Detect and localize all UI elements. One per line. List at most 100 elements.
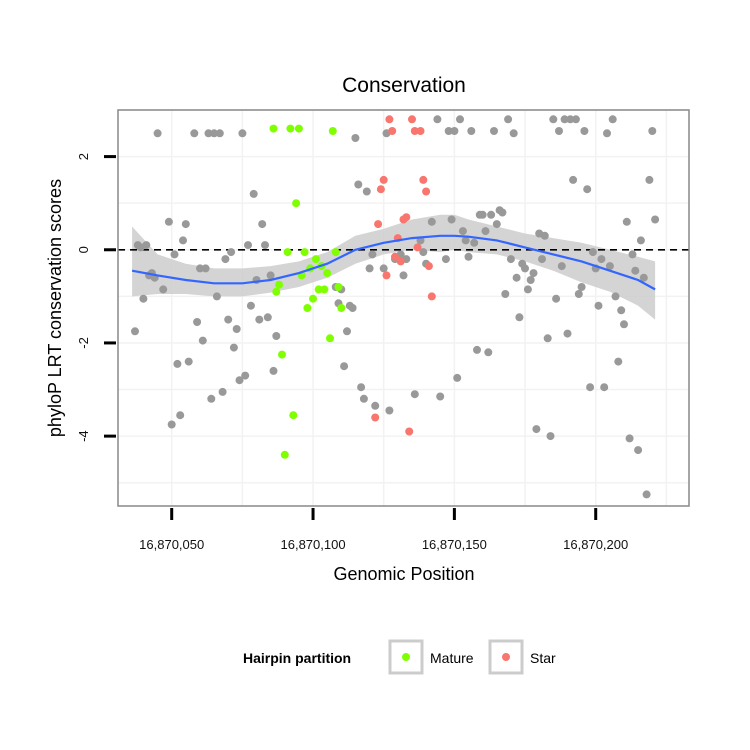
data-point-other xyxy=(473,345,481,354)
data-point-other xyxy=(651,215,660,224)
data-point-mature xyxy=(275,280,284,289)
data-point-mature xyxy=(337,304,346,312)
data-point-other xyxy=(131,327,139,336)
smooth-confidence-ribbon xyxy=(132,214,656,320)
data-point-other xyxy=(232,325,241,333)
data-point-other xyxy=(467,127,476,135)
data-point-other xyxy=(255,315,264,324)
data-point-other xyxy=(546,432,555,441)
data-point-other xyxy=(549,115,558,124)
data-point-other xyxy=(170,250,179,259)
data-point-other xyxy=(249,189,258,198)
data-point-other xyxy=(266,271,275,280)
data-point-mature xyxy=(303,304,312,312)
data-point-other xyxy=(142,241,151,250)
data-point-other xyxy=(608,115,617,124)
data-point-other xyxy=(227,248,236,257)
data-point-mature xyxy=(300,248,309,257)
data-point-other xyxy=(450,127,459,135)
data-point-other xyxy=(362,187,371,196)
data-point-other xyxy=(359,394,368,403)
data-point-other xyxy=(215,129,224,138)
data-point-other xyxy=(580,127,589,135)
legend-title: Hairpin partition xyxy=(243,650,351,666)
data-point-other xyxy=(532,425,541,434)
data-point-other xyxy=(365,264,374,273)
data-point-other xyxy=(159,285,168,294)
data-point-other xyxy=(176,411,185,420)
data-point-other xyxy=(571,115,580,124)
x-tick-label: 16,870,050 xyxy=(139,537,204,552)
data-point-other xyxy=(583,185,592,194)
data-point-other xyxy=(201,264,210,273)
data-point-other xyxy=(552,294,561,303)
data-point-other xyxy=(600,383,609,392)
data-point-other xyxy=(639,273,648,282)
data-point-star xyxy=(388,127,397,135)
scatter-points xyxy=(131,115,660,499)
data-point-other xyxy=(622,217,631,226)
legend: Hairpin partition Mature Star xyxy=(243,639,556,675)
data-point-other xyxy=(379,264,388,273)
data-point-other xyxy=(447,215,456,224)
data-point-mature xyxy=(283,248,292,257)
x-tick-label: 16,870,100 xyxy=(281,537,346,552)
data-point-mature xyxy=(334,283,343,291)
data-point-star xyxy=(427,292,436,301)
data-point-other xyxy=(235,376,244,385)
data-point-other xyxy=(218,387,227,396)
y-tick-label: 0 xyxy=(76,246,91,253)
data-point-other xyxy=(614,357,623,366)
data-point-other xyxy=(563,329,572,338)
data-point-other xyxy=(244,241,252,250)
data-point-other xyxy=(167,420,176,429)
data-point-other xyxy=(343,327,351,336)
y-axis: 2 0 -2 -4 xyxy=(76,153,116,442)
data-point-star xyxy=(402,213,411,222)
data-point-mature xyxy=(326,334,334,343)
data-point-mature xyxy=(309,294,317,303)
data-point-mature xyxy=(269,124,278,133)
data-point-other xyxy=(523,285,532,294)
plot-border xyxy=(117,109,690,507)
data-point-other xyxy=(645,175,654,184)
data-point-other xyxy=(340,362,349,371)
y-axis-label: phyloP LRT conservation scores xyxy=(45,179,65,437)
legend-item-star: Star xyxy=(488,639,556,675)
data-point-star xyxy=(410,127,419,135)
data-point-other xyxy=(399,271,408,280)
data-point-other xyxy=(603,129,611,138)
x-tick-label: 16,870,200 xyxy=(563,537,628,552)
data-point-other xyxy=(504,115,513,124)
data-point-other xyxy=(241,371,250,380)
data-point-other xyxy=(566,115,575,124)
data-point-other xyxy=(543,334,552,343)
data-point-star xyxy=(374,220,383,229)
data-point-other xyxy=(487,210,496,219)
data-point-other xyxy=(506,255,515,264)
smooth-trend-line xyxy=(131,234,656,291)
data-point-other xyxy=(204,129,213,138)
data-point-other xyxy=(490,127,498,135)
data-point-other xyxy=(577,283,586,291)
plot-area xyxy=(117,109,690,507)
data-point-other xyxy=(196,264,204,273)
data-point-other xyxy=(238,129,247,138)
data-point-mature xyxy=(328,127,337,135)
data-point-other xyxy=(269,366,278,375)
data-point-mature xyxy=(331,248,340,257)
data-point-other xyxy=(631,266,640,275)
data-point-other xyxy=(357,383,366,392)
data-point-other xyxy=(453,373,462,382)
data-point-other xyxy=(139,294,148,303)
data-point-other xyxy=(492,220,501,229)
legend-key-mature xyxy=(388,639,424,675)
data-point-other xyxy=(461,236,470,245)
data-point-mature xyxy=(294,124,303,133)
legend-label-mature: Mature xyxy=(430,650,474,666)
data-point-other xyxy=(555,127,563,135)
data-point-other xyxy=(224,315,233,324)
data-point-star xyxy=(385,115,394,124)
data-point-other xyxy=(436,392,445,401)
legend-marker-star xyxy=(502,653,510,661)
